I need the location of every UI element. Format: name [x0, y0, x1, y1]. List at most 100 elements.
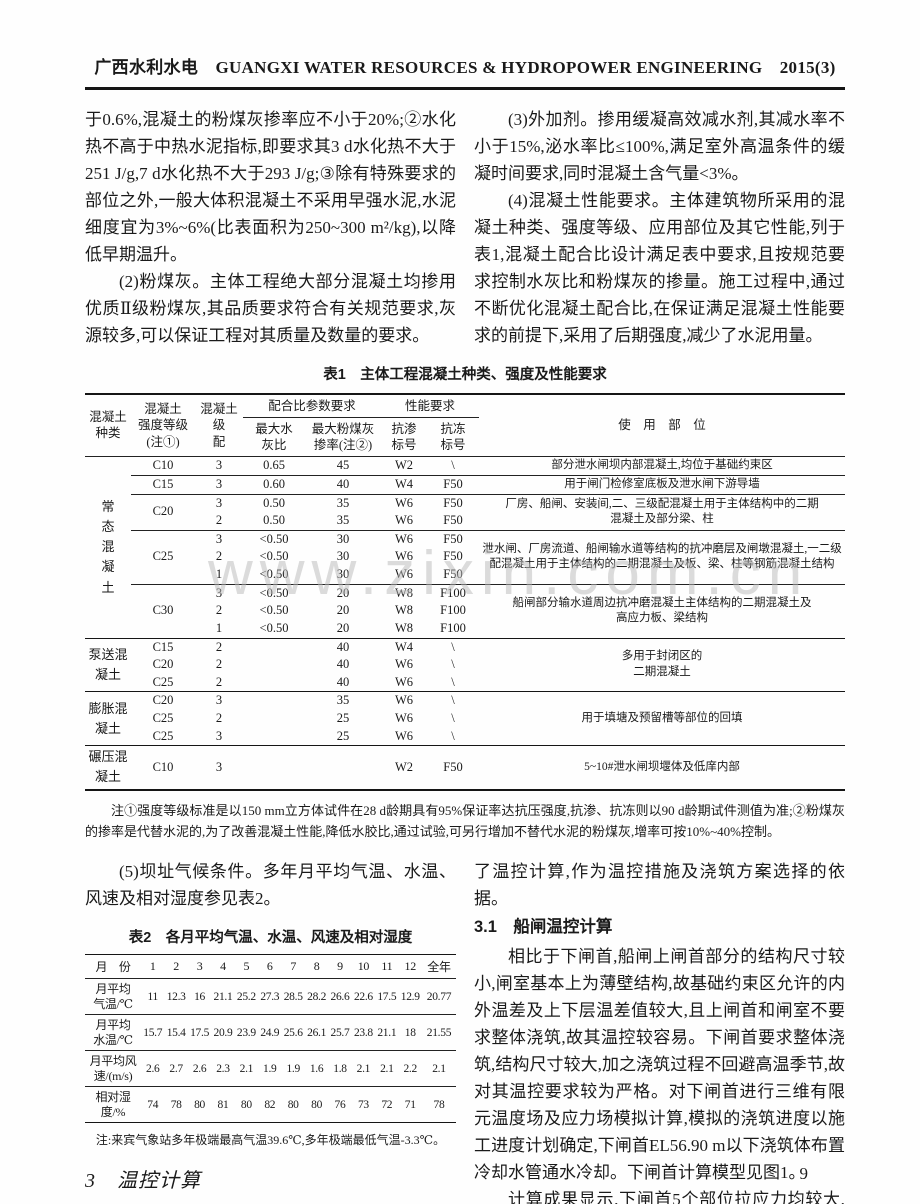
col-header-seepage-grade: 抗渗 标号 — [381, 417, 428, 458]
table1-concrete-requirements: 混凝土 种类 混凝土 强度等级 (注①) 混凝土级 配 配合比参数要求 性能要求… — [85, 392, 846, 791]
bottom-left-column: (5)坝址气候条件。多年月平均气温、水温、风速及相对湿度参见表2。 表2 各月平… — [85, 858, 456, 1204]
table-row: C25 3 <0.50 30 W6 F50 泄水闸、厂房流道、船闸输水道等结构的抗冲磨层及闸… — [85, 530, 846, 585]
table1-cell: 2 — [215, 549, 223, 564]
table1-cell: 30 — [336, 531, 350, 546]
table2-cell: 2.1 — [234, 1050, 259, 1088]
table1-cell: 用于闸门检修室底板及泄水闸下游导墙 — [479, 475, 846, 495]
top-columns: 于0.6%,混凝土的粉煤灰掺率应不小于20%;②水化热不高于中热水泥指标,即要求… — [85, 106, 845, 349]
table1-cell: W6 — [381, 727, 428, 747]
table1-cell: W6 — [394, 657, 414, 672]
table2-cell: 2.1 — [351, 1050, 376, 1088]
table2-cell: 2.1 — [421, 1050, 456, 1088]
table1-cell: <0.50 — [243, 566, 305, 585]
table-row: C20 3 0.50 35 W6 F50 厂房、船闸、安装间,二、三级配混凝土用于主体结构中… — [85, 494, 846, 531]
table1-cell: W8 — [394, 603, 414, 618]
table1-cell: W4 — [381, 475, 428, 495]
table1-cell: W2 — [381, 456, 428, 476]
table1-cell: <0.50 — [259, 549, 289, 564]
table2-header-cell: 5 — [234, 954, 259, 980]
table-row: 2 <0.50 30 W6 F50 — [85, 548, 845, 566]
table1-cell: F100 — [440, 585, 466, 600]
table2-cell: 21.1 — [375, 1014, 399, 1052]
table1-cell: 2 — [195, 512, 243, 531]
table2-body: 月平均 气温/℃ 11 12.3 16 21.1 25.2 27.3 28.5 28.2 26.6… — [85, 978, 456, 1123]
table1-cell: 部分泄水闸坝内部混凝土,均位于基础约束区 — [479, 456, 846, 476]
table-row: 1 <0.50 30 W6 F50 — [85, 566, 845, 585]
table2-header-cell: 9 — [328, 954, 352, 980]
table2-cell: 81 — [217, 1098, 229, 1111]
table2-header-cell: 2 — [164, 954, 188, 980]
table1-cell: 厂房、船闸、安装间,二、三级配混凝土用于主体结构中的二期 混凝土及部分梁、柱 — [479, 494, 846, 531]
paragraph-continued-right: 了温控计算,作为温控措施及浇筑方案选择的依据。 — [474, 862, 845, 909]
table1-cell: 30 — [305, 566, 382, 585]
table1-body: 常 态 混 凝 土 C10 3 0.65 45 W2 \ 部分泄水闸坝内部混凝土,均位于基础约… — [85, 456, 846, 790]
table2-cell: 76 — [334, 1098, 346, 1111]
table1-cell: \ — [451, 711, 455, 725]
section-3-1-heading: 3.1 船闸温控计算 — [474, 918, 613, 937]
table1-cell: \ — [451, 693, 455, 708]
table1-cell: W6 — [394, 693, 414, 708]
table1-cell: W4 — [394, 639, 414, 654]
table2-cell: 78 — [170, 1098, 182, 1111]
table1-cell: <0.50 — [243, 619, 305, 639]
table-row: C30 3 <0.50 20 W8 F100 船闸部分输水道周边抗冲磨混凝土主体结构的二期混… — [85, 584, 846, 639]
table-row: 相对湿 度/% 74 78 80 81 80 82 80 80 76 73 72 71 78 — [85, 1087, 456, 1123]
table2-cell: 12.9 — [398, 978, 422, 1016]
table2-cell: 26.6 — [328, 978, 352, 1016]
table1-cell: W6 — [381, 673, 428, 693]
table1-cell: \ — [451, 639, 455, 654]
table2-cell: 28.5 — [281, 978, 305, 1016]
table-row: 1 <0.50 20 W8 F100 — [85, 619, 845, 639]
table1-cell: 35 — [336, 693, 350, 708]
table2-cell: 17.5 — [375, 978, 399, 1016]
table2-cell: 16 — [187, 978, 212, 1016]
paragraph-results: 计算成果显示,下闸首5个部位拉应力均较大,分别为基础填塘、两侧边坡约束区、输水廊… — [508, 1190, 845, 1204]
table1-cell: 40 — [336, 657, 350, 672]
table2-cell: 25.2 — [234, 978, 259, 1016]
table2-header-cell: 3 — [187, 954, 212, 980]
paragraph-climate: (5)坝址气候条件。多年月平均气温、水温、风速及相对湿度参见表2。 — [85, 862, 456, 909]
table2-cell: 21.55 — [421, 1014, 456, 1052]
table1-cell: W8 — [381, 619, 428, 639]
bottom-columns: (5)坝址气候条件。多年月平均气温、水温、风速及相对湿度参见表2。 表2 各月平… — [85, 858, 845, 1204]
table2-cell: 80 — [240, 1098, 252, 1111]
table1-header: 混凝土 种类 混凝土 强度等级 (注①) 混凝土级 配 配合比参数要求 性能要求… — [85, 393, 846, 458]
table1-cell: F100 — [427, 619, 480, 639]
col-header-grade: 混凝土 强度等级 (注①) — [131, 393, 195, 458]
table1-cell: 1 — [195, 619, 243, 639]
table1-cell: 2 — [215, 711, 223, 725]
table1-cell: W2 — [394, 759, 414, 774]
section-3-heading: 3 温控计算 — [85, 1170, 201, 1193]
table1-cell — [305, 746, 381, 790]
table2-cell: 78 — [433, 1098, 445, 1111]
table1-cell — [243, 746, 305, 790]
paragraph-performance: (4)混凝土性能要求。主体建筑物所采用的混凝土种类、强度等级、应用部位及其它性能… — [474, 190, 845, 345]
table2-cell: 20.77 — [421, 978, 456, 1016]
table1-cell: 35 — [336, 495, 350, 510]
table2-cell: 25.7 — [328, 1014, 352, 1052]
table2-header-cell: 7 — [281, 954, 305, 980]
table2-header-cell: 10 — [351, 954, 376, 980]
header-rule — [85, 87, 845, 90]
table-row: 月 份 1 2 3 4 5 6 7 8 9 10 11 12 全年 — [85, 954, 456, 980]
table1-cell: 3 — [195, 727, 243, 747]
table1-cell: 20 — [305, 619, 382, 639]
table1-cell: W6 — [394, 711, 414, 725]
table-row: 2 0.50 35 W6 F50 — [85, 512, 845, 531]
table2-cell: 74 — [147, 1098, 159, 1111]
table-row: C20 2 40 W6 \ — [85, 656, 845, 674]
bottom-right-column: 了温控计算,作为温控措施及浇筑方案选择的依据。 3.1 船闸温控计算 相比于下闸… — [474, 858, 845, 1204]
table1-cell: 多用于封闭区的 二期混凝土 — [479, 638, 846, 693]
table-row: 月平均 水温/℃ 15.7 15.4 17.5 20.9 23.9 24.9 25.6 26.1… — [85, 1014, 456, 1052]
table1-cell: 20 — [336, 585, 350, 600]
table1-cell: 2 — [215, 639, 223, 654]
col-group-mix-params: 配合比参数要求 — [243, 393, 382, 418]
table1-cell: C15 — [131, 475, 195, 495]
table1-cell: 用于填塘及预留槽等部位的回填 — [479, 691, 846, 747]
table-row: 混凝土 种类 混凝土 强度等级 (注①) 混凝土级 配 配合比参数要求 性能要求… — [85, 393, 846, 458]
table2-title: 表2 各月平均气温、水温、风速及相对湿度 — [128, 930, 413, 947]
table1-cell: 0.50 — [243, 512, 305, 531]
table1-cell: \ — [451, 657, 455, 672]
table1-cell: F50 — [443, 495, 463, 510]
table2-cell: 27.3 — [258, 978, 282, 1016]
